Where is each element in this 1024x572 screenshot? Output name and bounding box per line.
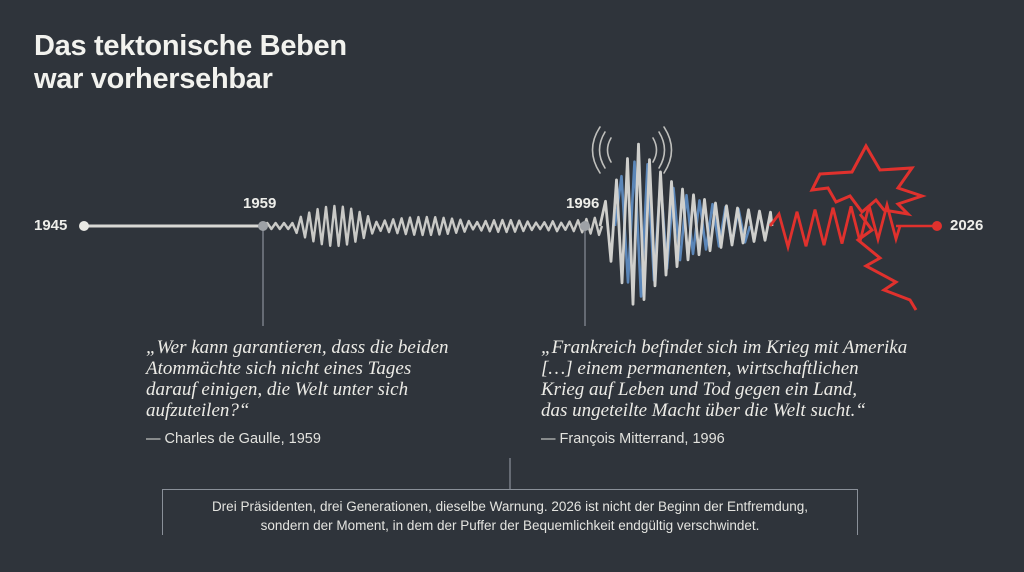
year-label-1996: 1996	[566, 195, 600, 212]
explosion-burst-icon	[809, 142, 927, 217]
quote-attribution: — François Mitterrand, 1996	[541, 431, 725, 447]
summary-line-1: Drei Präsidenten, drei Generationen, die…	[211, 499, 809, 514]
marker-1959	[258, 221, 268, 231]
quote-line: Atommächte sich nicht eines Tages	[146, 358, 412, 379]
quote-line: Krieg auf Leben und Tod gegen ein Land,	[541, 379, 857, 400]
year-label-1945: 1945	[34, 217, 68, 234]
quote-attribution: — Charles de Gaulle, 1959	[146, 431, 321, 447]
year-label-1959: 1959	[243, 195, 277, 212]
seismic-wave-red	[768, 199, 902, 253]
summary-line-2: sondern der Moment, in dem der Puffer de…	[260, 518, 760, 533]
marker-1996	[580, 221, 590, 231]
quote-line: aufzuteilen?“	[146, 400, 250, 421]
explosion-crack	[855, 213, 918, 311]
quote-text: „Wer kann garantieren, dass die beiden A…	[146, 337, 449, 421]
title-line-1: Das tektonische Beben	[34, 30, 347, 62]
year-label-2026: 2026	[950, 217, 984, 234]
summary-text: Drei Präsidenten, drei Generationen, die…	[162, 497, 858, 535]
marker-2026	[932, 221, 942, 231]
quote-mitterrand: „Frankreich befindet sich im Krieg mit A…	[541, 337, 907, 447]
seismic-wave-strong	[598, 142, 774, 306]
quote-line: „Frankreich befindet sich im Krieg mit A…	[541, 337, 908, 358]
quote-text: „Frankreich befindet sich im Krieg mit A…	[541, 337, 907, 421]
quote-line: das ungeteilte Macht über die Welt sucht…	[541, 400, 866, 421]
summary-frame	[162, 489, 858, 535]
marker-1945	[79, 221, 89, 231]
page-title: Das tektonische Beben war vorhersehbar	[34, 30, 454, 96]
title-line-2: war vorhersehbar	[34, 63, 273, 95]
quote-de-gaulle: „Wer kann garantieren, dass die beiden A…	[146, 337, 449, 447]
quote-line: darauf einigen, die Welt unter sich	[146, 379, 409, 400]
seismic-signal-icon	[591, 126, 673, 174]
quote-line: […] einem permanenten, wirtschaftlichen	[541, 358, 859, 379]
seismic-wave-calm	[262, 204, 604, 248]
quote-line: „Wer kann garantieren, dass die beiden	[146, 337, 449, 358]
